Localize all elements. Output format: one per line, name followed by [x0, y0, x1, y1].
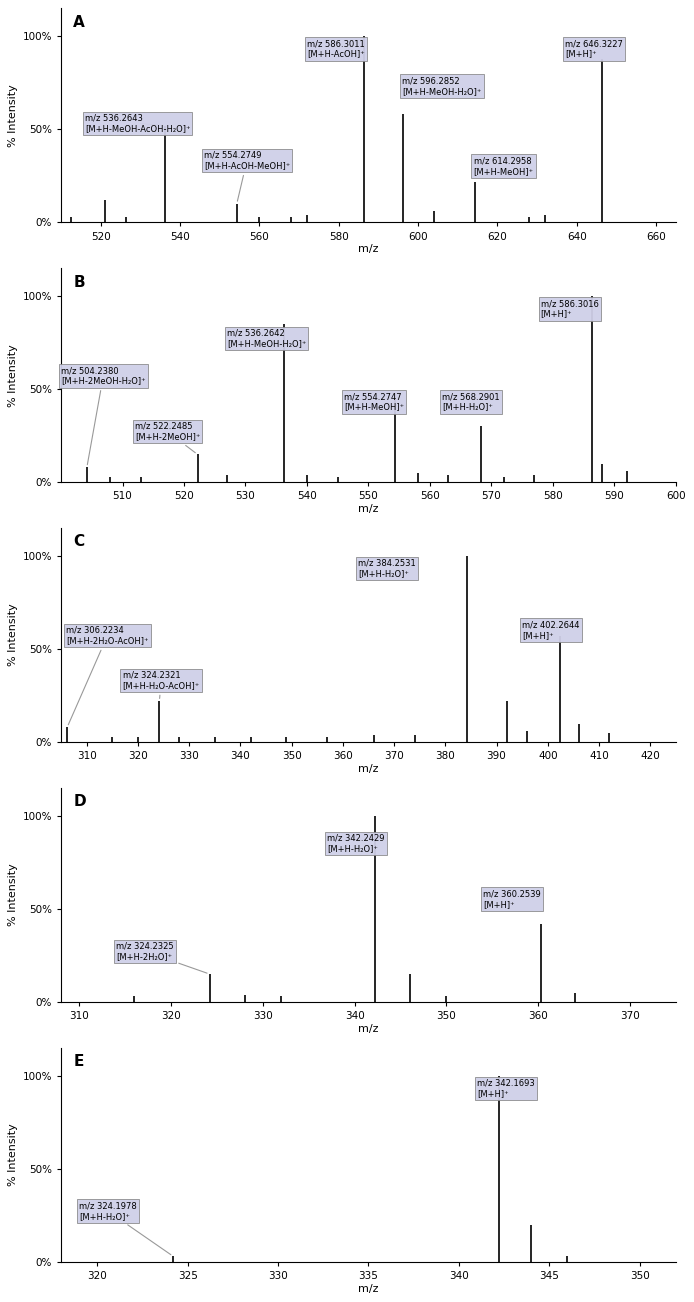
Text: m/z 554.2749
[M+H-AcOH-MeOH]⁺: m/z 554.2749 [M+H-AcOH-MeOH]⁺: [204, 151, 290, 201]
Text: m/z 324.2325
[M+H-2H₂O]⁺: m/z 324.2325 [M+H-2H₂O]⁺: [116, 941, 207, 973]
X-axis label: m/z: m/z: [358, 1023, 379, 1034]
Text: m/z 536.2642
[M+H-MeOH-H₂O]⁺: m/z 536.2642 [M+H-MeOH-H₂O]⁺: [227, 329, 307, 348]
Y-axis label: % Intensity: % Intensity: [8, 604, 18, 667]
Text: m/z 360.2539
[M+H]⁺: m/z 360.2539 [M+H]⁺: [483, 889, 541, 909]
Text: m/z 596.2852
[M+H-MeOH-H₂O]⁺: m/z 596.2852 [M+H-MeOH-H₂O]⁺: [402, 77, 482, 96]
Text: D: D: [74, 794, 86, 810]
Text: m/z 324.1978
[M+H-H₂O]⁺: m/z 324.1978 [M+H-H₂O]⁺: [79, 1202, 171, 1255]
Text: C: C: [74, 534, 85, 549]
Text: m/z 536.2643
[M+H-MeOH-AcOH-H₂O]⁺: m/z 536.2643 [M+H-MeOH-AcOH-H₂O]⁺: [85, 113, 190, 133]
Y-axis label: % Intensity: % Intensity: [8, 863, 18, 926]
Text: m/z 306.2234
[M+H-2H₂O-AcOH]⁺: m/z 306.2234 [M+H-2H₂O-AcOH]⁺: [66, 626, 149, 725]
Text: m/z 614.2958
[M+H-MeOH]⁺: m/z 614.2958 [M+H-MeOH]⁺: [473, 156, 534, 176]
Text: m/z 342.1693
[M+H]⁺: m/z 342.1693 [M+H]⁺: [477, 1078, 534, 1098]
Text: m/z 554.2747
[M+H-MeOH]⁺: m/z 554.2747 [M+H-MeOH]⁺: [344, 392, 404, 411]
X-axis label: m/z: m/z: [358, 245, 379, 254]
Text: m/z 342.2429
[M+H-H₂O]⁺: m/z 342.2429 [M+H-H₂O]⁺: [327, 833, 384, 853]
Text: m/z 384.2531
[M+H-H₂O]⁺: m/z 384.2531 [M+H-H₂O]⁺: [358, 559, 416, 578]
Y-axis label: % Intensity: % Intensity: [8, 1124, 18, 1186]
Text: B: B: [74, 275, 85, 289]
Text: E: E: [74, 1055, 84, 1069]
X-axis label: m/z: m/z: [358, 764, 379, 773]
Text: A: A: [74, 14, 85, 30]
X-axis label: m/z: m/z: [358, 504, 379, 514]
Text: m/z 586.3016
[M+H]⁺: m/z 586.3016 [M+H]⁺: [541, 299, 598, 319]
Text: m/z 646.3227
[M+H]⁺: m/z 646.3227 [M+H]⁺: [565, 39, 623, 59]
Text: m/z 568.2901
[M+H-H₂O]⁺: m/z 568.2901 [M+H-H₂O]⁺: [442, 392, 500, 411]
Y-axis label: % Intensity: % Intensity: [8, 85, 18, 147]
Text: m/z 504.2380
[M+H-2MeOH-H₂O]⁺: m/z 504.2380 [M+H-2MeOH-H₂O]⁺: [61, 366, 146, 465]
Text: m/z 324.2321
[M+H-H₂O-AcOH]⁺: m/z 324.2321 [M+H-H₂O-AcOH]⁺: [123, 671, 200, 698]
Text: m/z 522.2485
[M+H-2MeOH]⁺: m/z 522.2485 [M+H-2MeOH]⁺: [135, 422, 200, 453]
X-axis label: m/z: m/z: [358, 1284, 379, 1294]
Text: m/z 402.2644
[M+H]⁺: m/z 402.2644 [M+H]⁺: [522, 620, 579, 639]
Y-axis label: % Intensity: % Intensity: [8, 344, 18, 406]
Text: m/z 586.3011
[M+H-AcOH]⁺: m/z 586.3011 [M+H-AcOH]⁺: [307, 39, 365, 59]
